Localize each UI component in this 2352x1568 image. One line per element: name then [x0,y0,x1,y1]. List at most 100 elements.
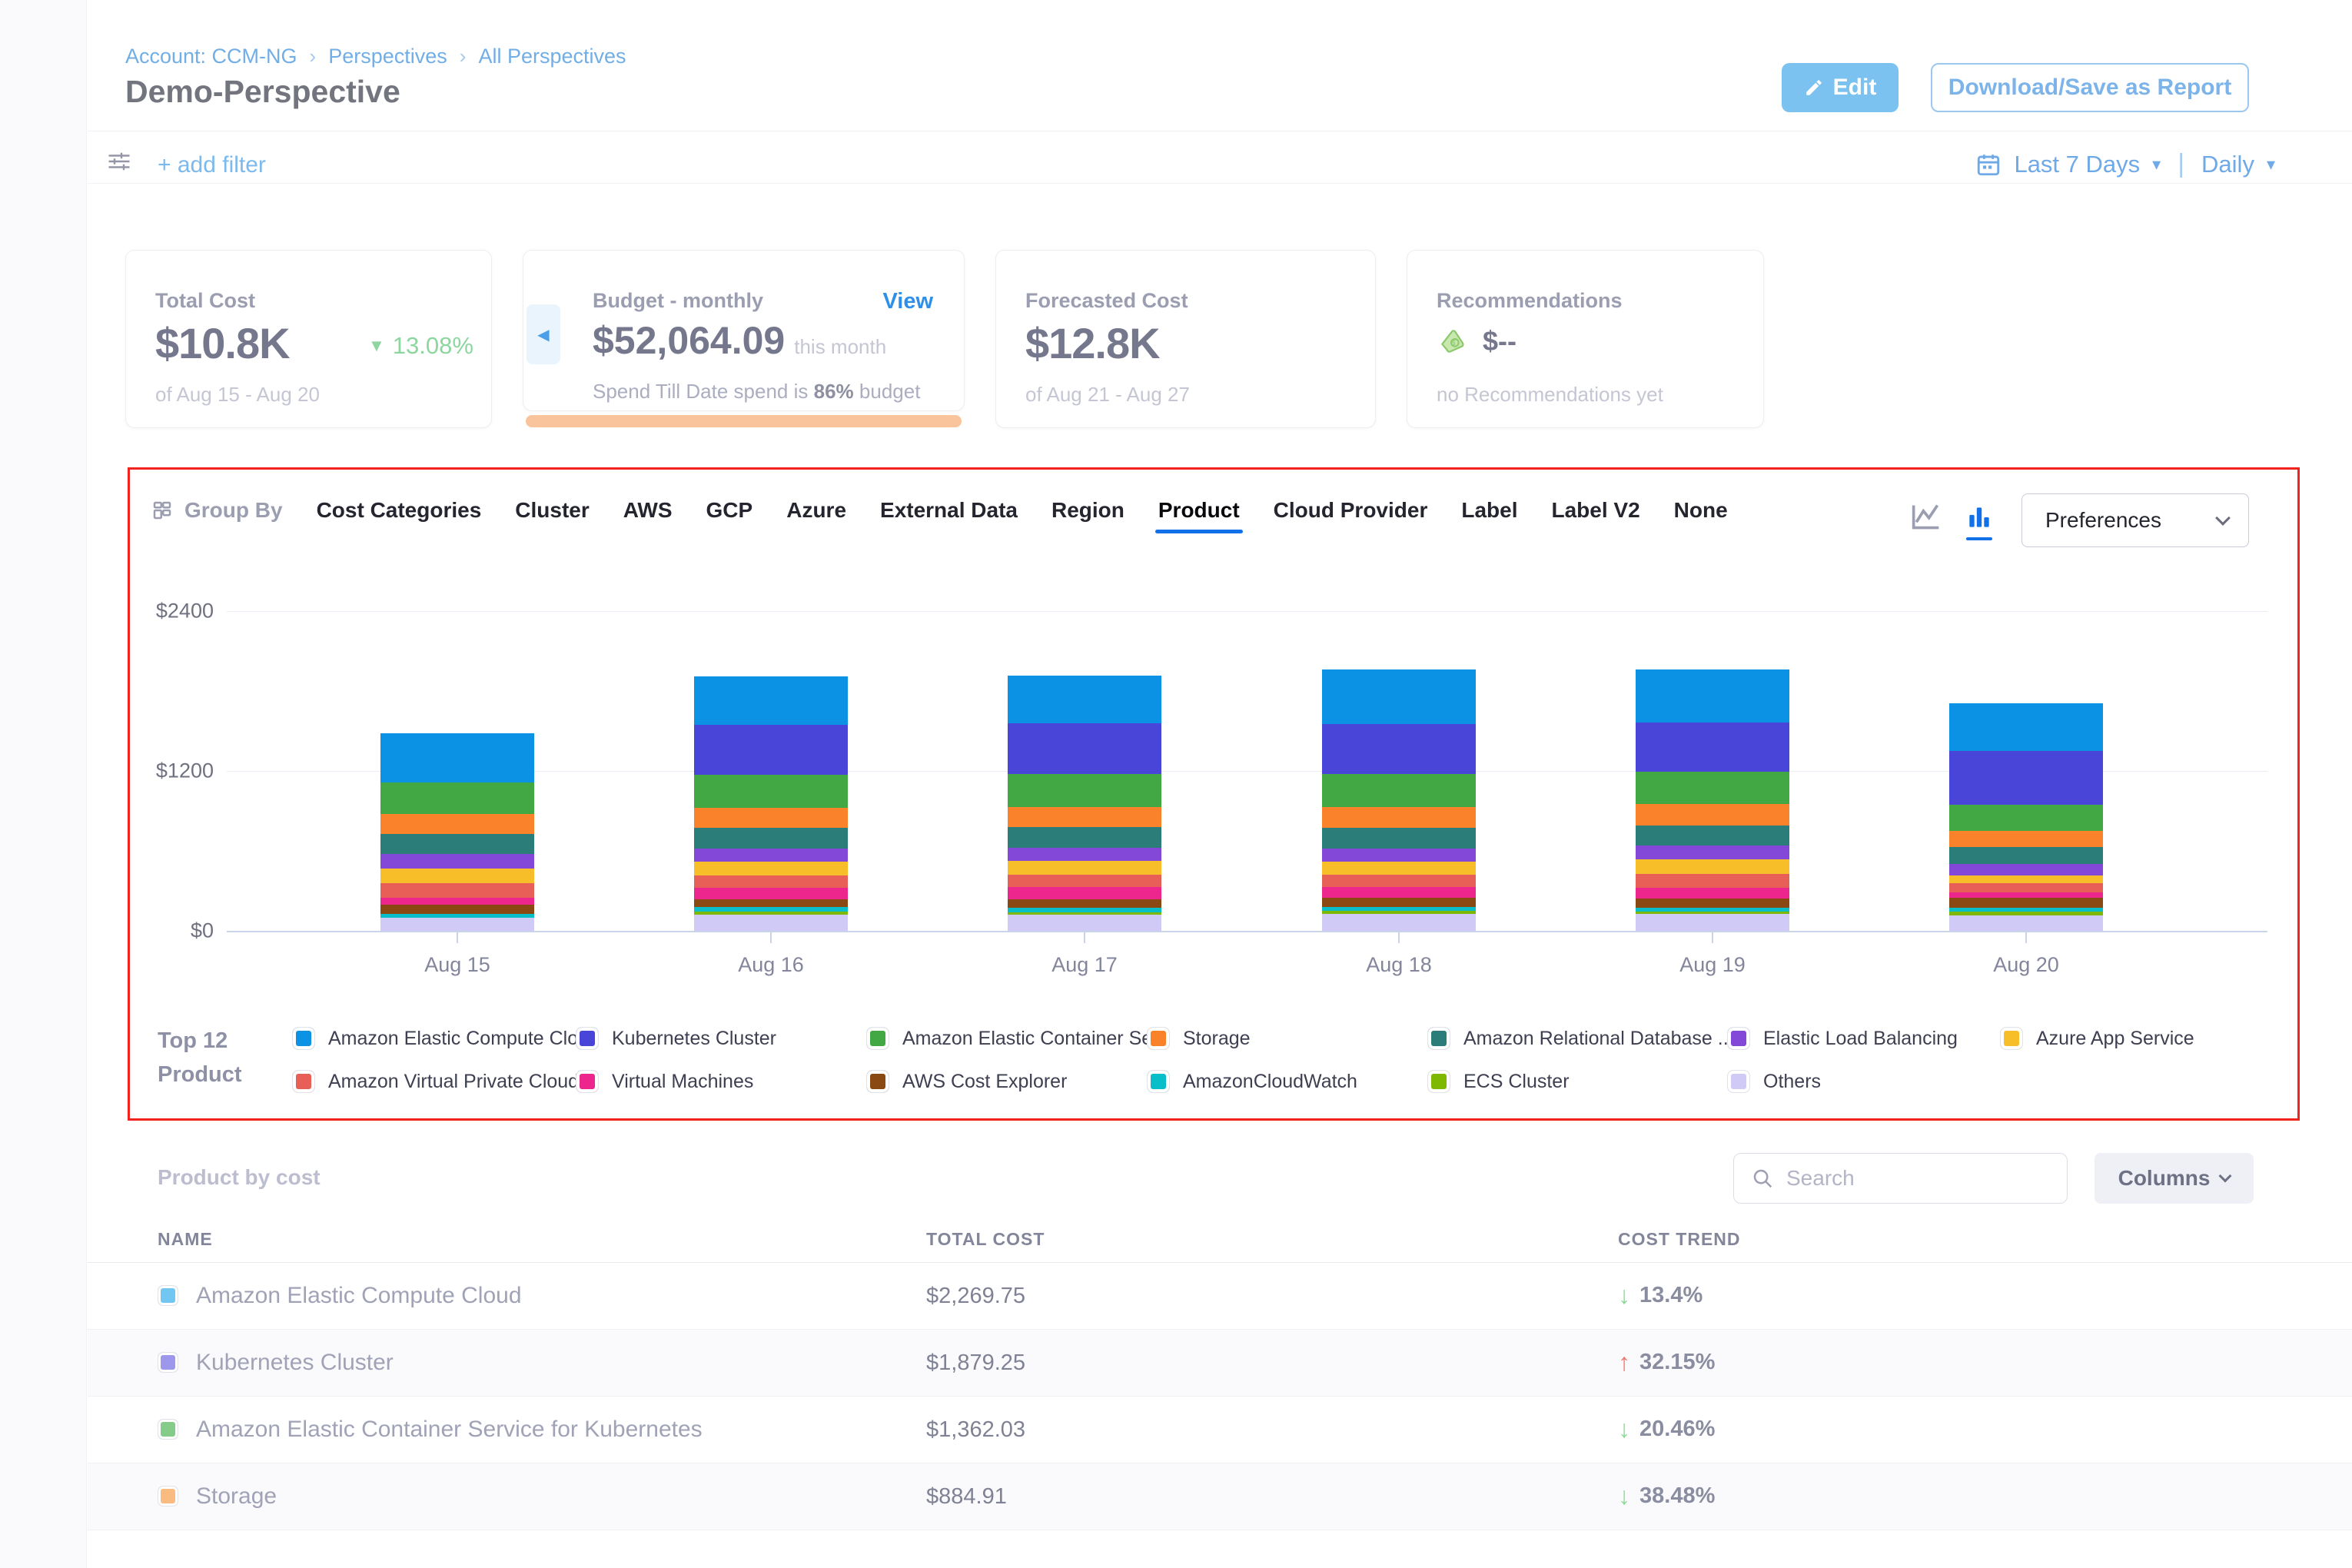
chevron-down-icon[interactable]: ▾ [2152,154,2161,174]
tab-cost-categories[interactable]: Cost Categories [316,498,482,522]
bar-segment-amazon-relational-database[interactable] [1949,846,2103,865]
stacked-bar-aug-17[interactable] [1008,676,1161,931]
bar-segment-amazon-virtual-private-cloud[interactable] [694,875,848,888]
column-header-cost-trend[interactable]: COST TREND [1618,1229,1741,1249]
bar-segment-storage[interactable] [1322,806,1476,828]
bar-segment-aws-cost-explorer[interactable] [1008,899,1161,908]
columns-button[interactable]: Columns [2095,1153,2254,1204]
bar-segment-amazon-virtual-private-cloud[interactable] [380,882,534,898]
bar-segment-amazoncloudwatch[interactable] [1949,908,2103,912]
bar-segment-aws-cost-explorer[interactable] [1636,899,1789,908]
bar-segment-amazoncloudwatch[interactable] [694,907,848,912]
stacked-bar-aug-18[interactable] [1322,669,1476,931]
bar-segment-amazon-virtual-private-cloud[interactable] [1322,875,1476,888]
bar-segment-amazon-relational-database[interactable] [694,827,848,849]
bar-segment-amazon-virtual-private-cloud[interactable] [1949,883,2103,892]
bar-segment-amazoncloudwatch[interactable] [1636,907,1789,912]
bar-segment-elastic-load-balancing[interactable] [1636,845,1789,860]
bar-segment-others[interactable] [1636,914,1789,931]
budget-prev-arrow-button[interactable]: ◀ [527,304,560,364]
bar-segment-amazon-virtual-private-cloud[interactable] [1008,875,1161,887]
bar-segment-amazon-elastic-container-se[interactable] [1322,774,1476,807]
bar-segment-elastic-load-balancing[interactable] [380,854,534,869]
bar-segment-azure-app-service[interactable] [1636,859,1789,874]
bar-segment-amazoncloudwatch[interactable] [1008,907,1161,912]
bar-segment-azure-app-service[interactable] [1008,861,1161,875]
bar-segment-virtual-machines[interactable] [1949,892,2103,898]
bar-segment-amazon-relational-database[interactable] [1008,826,1161,848]
bar-segment-ecs-cluster[interactable] [1322,911,1476,915]
budget-view-link[interactable]: View [882,289,933,314]
bar-segment-amazon-elastic-container-se[interactable] [1008,774,1161,807]
tab-none[interactable]: None [1673,498,1728,522]
download-save-report-button[interactable]: Download/Save as Report [1931,63,2249,112]
bar-segment-others[interactable] [694,915,848,931]
bar-segment-storage[interactable] [1636,804,1789,826]
tab-gcp[interactable]: GCP [706,498,753,522]
bar-segment-elastic-load-balancing[interactable] [1322,848,1476,862]
bar-segment-ecs-cluster[interactable] [1008,912,1161,915]
bar-segment-ecs-cluster[interactable] [1636,911,1789,915]
bar-segment-amazon-elastic-container-se[interactable] [380,782,534,814]
granularity-selector[interactable]: Daily [2201,150,2254,178]
bar-segment-azure-app-service[interactable] [694,861,848,875]
stacked-bar-aug-15[interactable] [380,733,534,931]
tab-cloud-provider[interactable]: Cloud Provider [1273,498,1428,522]
bar-segment-others[interactable] [1322,914,1476,931]
search-input[interactable] [1786,1166,2040,1191]
table-row-amazon-elastic-container-service-for-kubernetes[interactable]: Amazon Elastic Container Service for Kub… [88,1397,2352,1463]
bar-segment-amazon-elastic-compute-clo[interactable] [1636,669,1789,723]
tab-label-v2[interactable]: Label V2 [1551,498,1640,522]
bar-segment-elastic-load-balancing[interactable] [1008,847,1161,862]
bar-segment-elastic-load-balancing[interactable] [1949,864,2103,876]
table-row-kubernetes-cluster[interactable]: Kubernetes Cluster $1,879.25 ↑ 32.15% [88,1330,2352,1397]
bar-segment-kubernetes-cluster[interactable] [1322,724,1476,775]
bar-segment-amazon-elastic-compute-clo[interactable] [694,676,848,725]
bar-segment-storage[interactable] [380,813,534,835]
legend-item-amazon-elastic-container-se[interactable]: Amazon Elastic Container Se... [866,1019,1168,1058]
add-filter-button[interactable]: + add filter [158,152,266,178]
bar-segment-aws-cost-explorer[interactable] [1322,898,1476,908]
legend-item-aws-cost-explorer[interactable]: AWS Cost Explorer [866,1062,1147,1101]
bar-segment-ecs-cluster[interactable] [694,912,848,915]
edit-button[interactable]: Edit [1782,63,1899,112]
stacked-bar-aug-16[interactable] [694,676,848,931]
tab-cluster[interactable]: Cluster [515,498,590,522]
bar-segment-virtual-machines[interactable] [380,897,534,905]
table-row-storage[interactable]: Storage $884.91 ↓ 38.48% [88,1463,2352,1530]
bar-segment-storage[interactable] [694,808,848,828]
bar-segment-amazon-elastic-compute-clo[interactable] [1008,676,1161,723]
bar-segment-virtual-machines[interactable] [1322,887,1476,899]
breadcrumb-account[interactable]: Account: CCM-NG [125,45,297,68]
table-row-amazon-elastic-compute-cloud[interactable]: Amazon Elastic Compute Cloud $2,269.75 ↓ 13… [88,1263,2352,1330]
bar-segment-elastic-load-balancing[interactable] [694,848,848,862]
line-chart-icon[interactable] [1909,501,1943,536]
bar-segment-azure-app-service[interactable] [1949,875,2103,884]
legend-item-elastic-load-balancing[interactable]: Elastic Load Balancing [1727,1019,2000,1058]
filter-sliders-icon[interactable] [105,148,133,179]
bar-segment-amazon-relational-database[interactable] [1636,826,1789,846]
legend-item-amazon-elastic-compute-clo[interactable]: Amazon Elastic Compute Clo... [292,1019,594,1058]
bar-segment-ecs-cluster[interactable] [1949,912,2103,916]
bar-segment-others[interactable] [1949,915,2103,931]
bar-segment-kubernetes-cluster[interactable] [694,724,848,776]
date-range-selector[interactable]: Last 7 Days [2014,150,2141,178]
bar-segment-amazon-relational-database[interactable] [380,834,534,855]
stacked-bar-aug-19[interactable] [1636,669,1789,931]
bar-segment-storage[interactable] [1949,830,2103,847]
bar-segment-amazon-elastic-compute-clo[interactable] [1949,703,2103,752]
legend-item-azure-app-service[interactable]: Azure App Service [2000,1019,2275,1058]
bar-segment-amazon-elastic-compute-clo[interactable] [380,733,534,782]
bar-segment-virtual-machines[interactable] [694,887,848,900]
bar-segment-amazon-relational-database[interactable] [1322,827,1476,849]
bar-segment-kubernetes-cluster[interactable] [1949,751,2103,805]
bar-segment-aws-cost-explorer[interactable] [1949,897,2103,909]
bar-segment-aws-cost-explorer[interactable] [694,899,848,908]
bar-segment-amazon-elastic-container-se[interactable] [1949,804,2103,831]
bar-segment-others[interactable] [380,917,534,931]
bar-segment-virtual-machines[interactable] [1008,886,1161,900]
tab-azure[interactable]: Azure [786,498,847,522]
tab-aws[interactable]: AWS [623,498,673,522]
tab-product[interactable]: Product [1154,498,1243,533]
bar-chart-icon[interactable] [1965,503,1994,540]
